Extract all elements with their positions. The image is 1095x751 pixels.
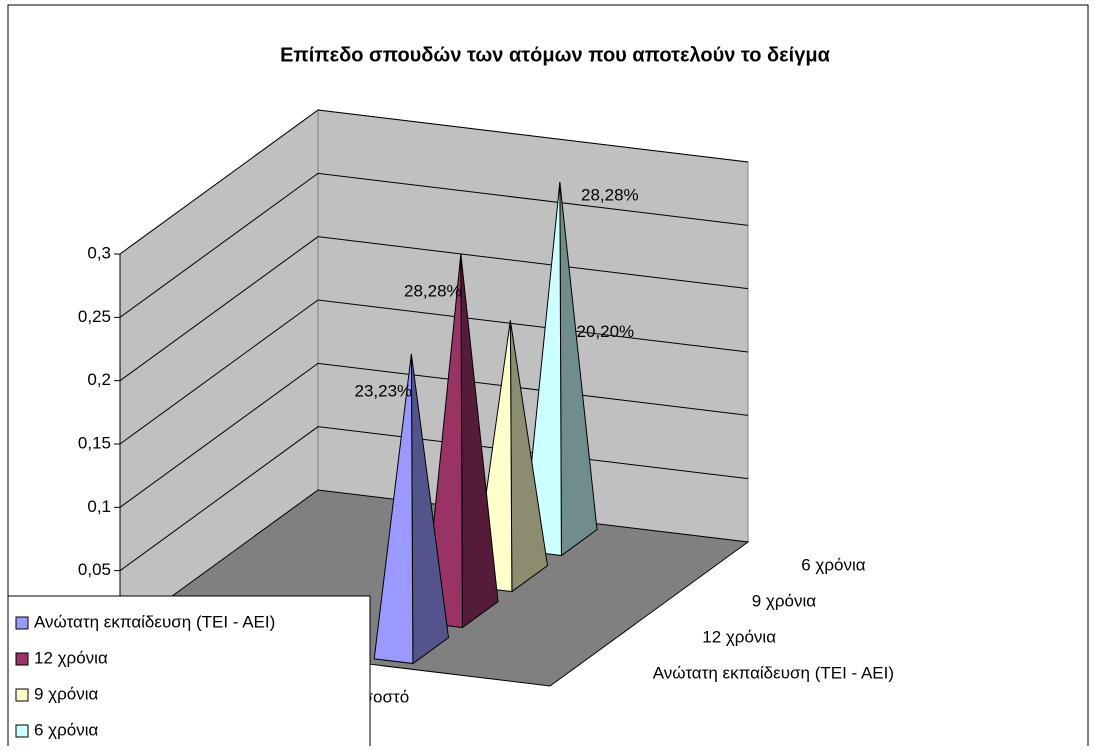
legend-label: 9 χρόνια [34,684,99,703]
depth-label: 9 χρόνια [752,591,817,610]
y-tick-label: 0,05 [78,560,111,579]
y-tick-label: 0,25 [78,307,111,326]
pyramid-front [373,353,414,665]
data-label: 23,23% [355,381,413,400]
legend: Ανώτατη εκπαίδευση (ΤΕΙ - ΑΕΙ) 12 χρόνια 9… [7,595,371,749]
grid-line [119,236,749,382]
legend-label: 12 χρόνια [34,648,108,667]
depth-label: Ανώτατη εκπαίδευση (ΤΕΙ - ΑΕΙ) [653,663,894,682]
y-tick-label: 0,1 [87,497,111,516]
legend-swatch [15,652,29,666]
y-tick-label: 0,2 [87,370,111,389]
data-label: 28,28% [581,186,639,205]
legend-label: Ανώτατη εκπαίδευση (ΤΕΙ - ΑΕΙ) [34,612,275,631]
chart-title: Επίπεδο σπουδών των ατόμων που αποτελούν… [280,44,831,66]
legend-label: 6 χρόνια [34,720,99,739]
data-label: 20,20% [577,322,635,341]
grid-line [119,109,749,255]
legend-swatch [15,616,29,630]
grid-line [119,172,749,318]
grid-line [119,362,749,508]
grid-line [119,426,749,572]
legend-swatch [15,724,29,738]
depth-label: 12 χρόνια [702,627,776,646]
grid-line [119,299,749,445]
legend-swatch [15,688,29,702]
y-tick-label: 0,3 [87,243,111,262]
depth-label: 6 χρόνια [801,555,866,574]
y-tick-label: 0,15 [78,433,111,452]
legend-box [7,595,371,749]
data-label: 28,28% [404,282,462,301]
